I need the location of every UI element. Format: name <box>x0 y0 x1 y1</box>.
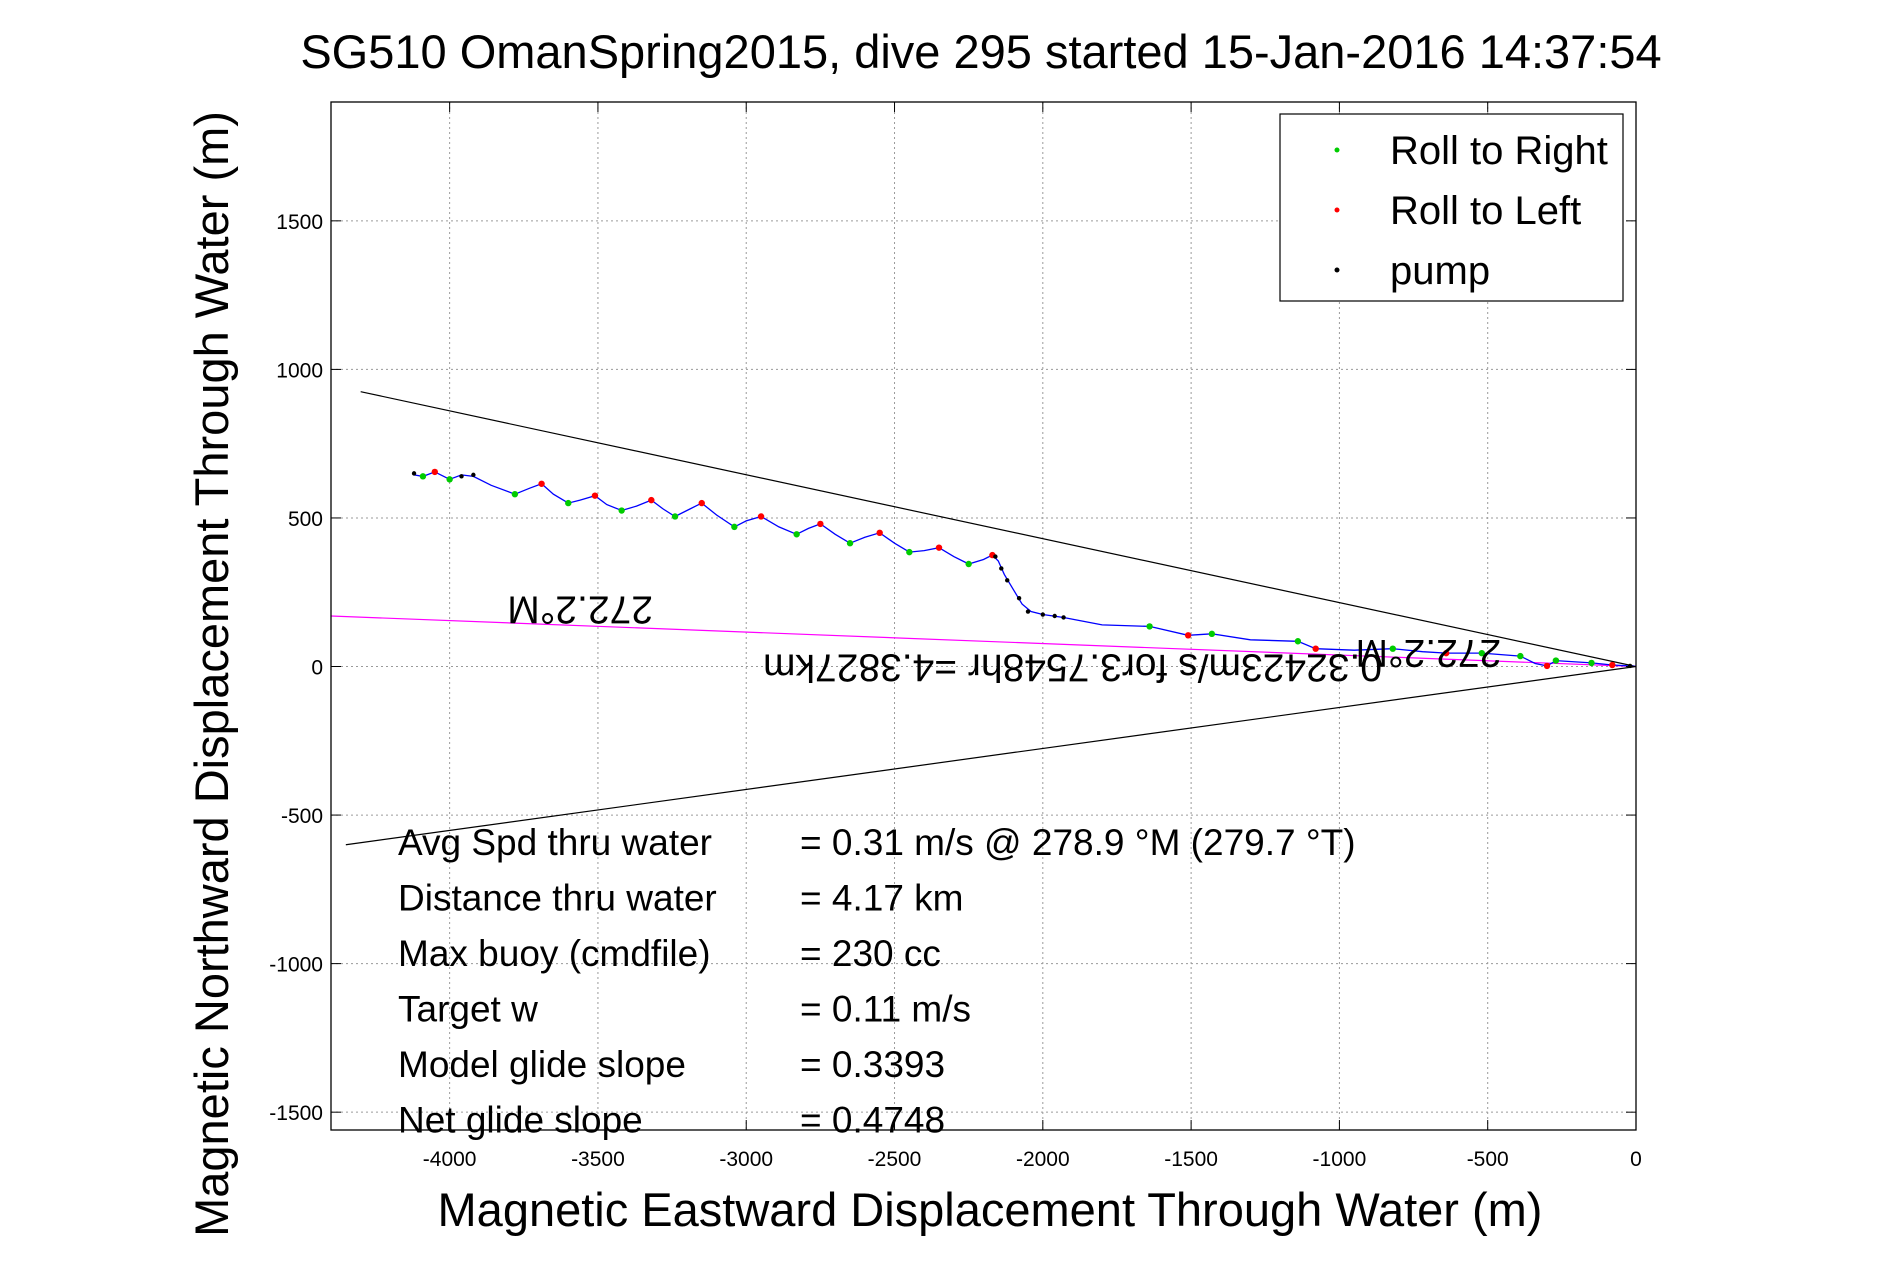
pump-point <box>1052 613 1057 619</box>
roll-to-right-point <box>671 513 679 520</box>
roll-to-right-point <box>1389 645 1396 652</box>
y-axis-label: Magnetic Northward Displacement Through … <box>185 111 238 1237</box>
roll-to-left-point <box>757 513 765 520</box>
x-axis-label: Magnetic Eastward Displacement Through W… <box>438 1183 1543 1236</box>
chart-title: SG510 OmanSpring2015, dive 295 started 1… <box>300 25 1661 78</box>
x-tick-label: -500 <box>1467 1148 1509 1171</box>
axes-frame <box>330 101 1637 1131</box>
x-tick-label: -1500 <box>1164 1148 1218 1171</box>
stat-value: = 0.11 m/s <box>800 989 971 1030</box>
roll-to-right-point <box>846 540 854 547</box>
pump-point <box>411 471 417 476</box>
roll-to-left-point <box>1312 645 1319 652</box>
x-tick-label: 0 <box>1630 1148 1642 1171</box>
stat-label: Net glide slope <box>398 1100 643 1141</box>
stat-value: = 0.31 m/s @ 278.9 °M (279.7 °T) <box>800 822 1356 863</box>
y-tick-label: 500 <box>288 508 323 531</box>
roll-to-left-point <box>935 544 943 551</box>
stat-value: = 0.3393 <box>800 1044 945 1085</box>
legend-marker-roll-to-left <box>1334 207 1340 213</box>
stat-value: = 4.17 km <box>800 878 964 919</box>
roll-to-left-point <box>538 480 545 487</box>
y-tick-label: 0 <box>311 657 323 680</box>
legend-marker-pump <box>1334 267 1340 273</box>
roll-to-right-point <box>1478 649 1485 657</box>
x-tick-label: -2500 <box>868 1148 922 1171</box>
annotation-label-1: 272.2°M <box>507 588 653 631</box>
legend-label-roll-to-right: Roll to Right <box>1390 129 1608 173</box>
stat-label: Avg Spd thru water <box>398 822 712 863</box>
roll-to-left-point <box>876 529 883 537</box>
roll-to-right-point <box>1588 659 1595 667</box>
x-tick-label: -3500 <box>571 1148 625 1171</box>
roll-to-right-point <box>1517 652 1524 660</box>
stat-label: Model glide slope <box>398 1044 686 1085</box>
stats-block: Avg Spd thru water = 0.31 m/s @ 278.9 °M … <box>398 822 1356 1141</box>
roll-to-right-point <box>618 507 625 514</box>
annotation-label-2: 272.2°M <box>1356 631 1502 674</box>
pump-point <box>1025 609 1031 614</box>
roll-to-right-point <box>1294 638 1302 645</box>
roll-to-right-point <box>1146 623 1153 630</box>
roll-to-right-point <box>906 548 913 556</box>
x-tick-label: -3000 <box>719 1148 773 1171</box>
x-tick-label: -1000 <box>1313 1148 1367 1171</box>
stat-label: Target w <box>398 989 538 1030</box>
roll-to-left-point <box>591 492 599 499</box>
roll-to-left-point <box>431 468 439 476</box>
lower-envelope-line <box>345 665 1636 846</box>
roll-to-left-point <box>1609 661 1616 669</box>
roll-to-left-point <box>698 499 705 507</box>
pump-point <box>1005 578 1010 583</box>
y-tick-label: -500 <box>281 805 323 828</box>
roll-to-right-point <box>565 499 572 507</box>
y-tick-label: -1500 <box>269 1102 323 1125</box>
annotation-label-3: 0.32423m/s for3.7548hr =4.3827km <box>763 646 1382 689</box>
upper-envelope-line <box>360 391 1636 668</box>
legend-label-pump: pump <box>1390 249 1490 293</box>
pump-point <box>993 554 998 559</box>
roll-to-left-point <box>1543 662 1551 670</box>
roll-to-right-point <box>965 560 972 568</box>
roll-to-left-point <box>817 520 824 528</box>
stat-value: = 0.4748 <box>800 1100 945 1141</box>
pump-point <box>1040 612 1046 617</box>
roll-to-right-point <box>446 476 453 483</box>
legend-marker-roll-to-right <box>1334 147 1340 153</box>
pump-point <box>1627 663 1633 669</box>
roll-to-right-point <box>1552 657 1560 664</box>
y-tick-label: -1000 <box>269 954 323 977</box>
pump-point <box>459 474 464 479</box>
pump-point <box>1016 595 1022 601</box>
legend-label-roll-to-left: Roll to Left <box>1390 189 1581 233</box>
x-tick-label: -4000 <box>423 1148 477 1171</box>
pump-point <box>471 472 476 478</box>
roll-to-left-point <box>1184 632 1192 639</box>
x-tick-label: -2000 <box>1016 1148 1070 1171</box>
legend: Roll to Right Roll to Left pump <box>1279 113 1624 302</box>
y-tick-label: 1000 <box>276 359 323 382</box>
roll-to-right-point <box>511 490 519 498</box>
roll-to-right-point <box>793 531 800 538</box>
stat-label: Max buoy (cmdfile) <box>398 933 711 974</box>
y-tick-label: 1500 <box>276 211 323 234</box>
glider-track-line <box>413 471 1636 668</box>
pump-point <box>999 566 1004 571</box>
roll-to-right-point <box>731 523 738 531</box>
stat-label: Distance thru water <box>398 878 717 919</box>
pump-point <box>1061 615 1066 620</box>
stat-value: = 230 cc <box>800 933 941 974</box>
roll-to-right-point <box>1208 630 1216 638</box>
roll-to-left-point <box>1442 649 1450 657</box>
roll-to-right-point <box>419 473 427 480</box>
roll-to-left-point <box>648 496 655 504</box>
net-heading-line <box>331 615 1636 668</box>
